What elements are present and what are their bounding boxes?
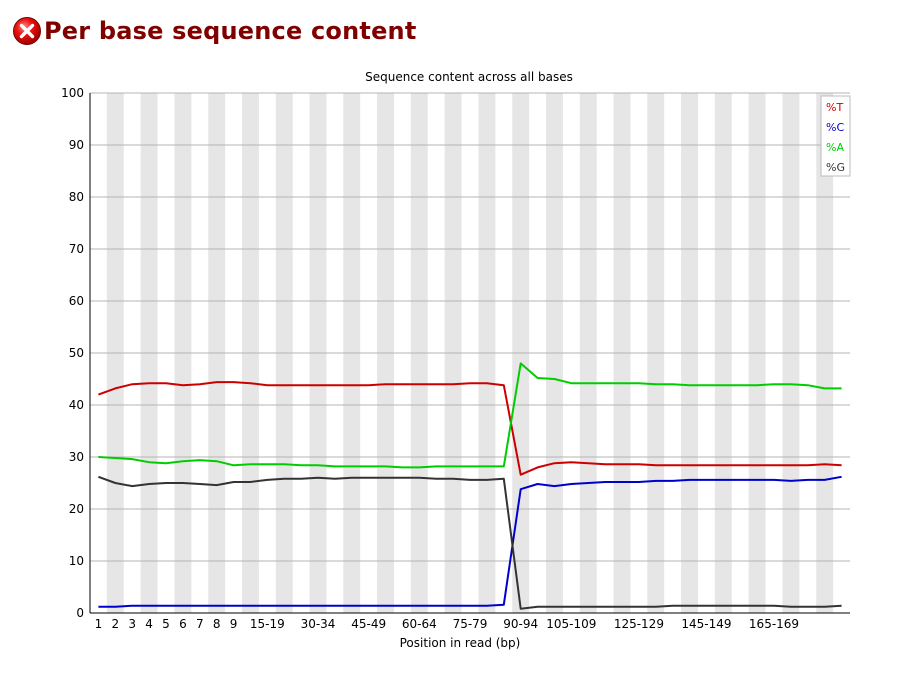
y-tick-label: 10	[69, 554, 84, 568]
axes	[89, 93, 850, 614]
x-tick-label: 105-109	[546, 617, 596, 631]
series-line-C	[98, 475, 842, 608]
legend-entry-G: %G	[826, 161, 845, 174]
gridlines	[90, 92, 850, 562]
x-tick-label: 90-94	[503, 617, 538, 631]
x-tick-label: 45-49	[351, 617, 386, 631]
y-tick-label: 20	[69, 502, 84, 516]
page-title: Per base sequence content	[44, 17, 417, 45]
y-tick-label: 70	[69, 242, 84, 256]
legend-entry-T: %T	[826, 101, 843, 114]
x-tick-label: 1	[95, 617, 103, 631]
chart-title: Sequence content across all bases	[365, 70, 573, 84]
y-tick-label: 0	[76, 606, 84, 620]
legend: %T %C %A %G	[820, 95, 851, 177]
series-line-A	[98, 362, 842, 469]
x-tick-label: 60-64	[402, 617, 437, 631]
y-tick-labels: 0 10 20 30 40 50 60 70 80 90 100	[61, 86, 84, 620]
y-tick-label: 100	[61, 86, 84, 100]
x-tick-label: 125-129	[614, 617, 664, 631]
x-tick-label: 30-34	[301, 617, 336, 631]
x-tick-label: 165-169	[749, 617, 799, 631]
x-tick-label: 2	[112, 617, 120, 631]
series-line-G	[98, 475, 842, 610]
x-axis-label: Position in read (bp)	[400, 636, 521, 650]
fail-icon	[13, 17, 41, 45]
x-tick-label: 3	[128, 617, 136, 631]
x-tick-label: 9	[230, 617, 238, 631]
series-line-T	[98, 381, 842, 476]
y-tick-label: 60	[69, 294, 84, 308]
legend-box	[820, 95, 851, 177]
y-tick-label: 50	[69, 346, 84, 360]
legend-entry-C: %C	[826, 121, 844, 134]
y-tick-label: 40	[69, 398, 84, 412]
module-header: Per base sequence content	[12, 14, 417, 48]
x-tick-label: 6	[179, 617, 187, 631]
x-tick-label: 15-19	[250, 617, 285, 631]
y-tick-label: 80	[69, 190, 84, 204]
legend-entry-A: %A	[826, 141, 844, 154]
x-tick-label: 75-79	[453, 617, 488, 631]
x-tick-labels: 1 2 3 4 5 6 7 8 9 15-19 30-34 45-49 60-64 75-79 90-94 1…	[95, 617, 799, 631]
x-tick-label: 5	[162, 617, 170, 631]
series-lines	[98, 362, 842, 610]
y-tick-label: 30	[69, 450, 84, 464]
x-tick-label: 7	[196, 617, 204, 631]
x-tick-label: 8	[213, 617, 221, 631]
x-tick-label: 4	[145, 617, 153, 631]
y-tick-label: 90	[69, 138, 84, 152]
x-tick-label: 145-149	[681, 617, 731, 631]
